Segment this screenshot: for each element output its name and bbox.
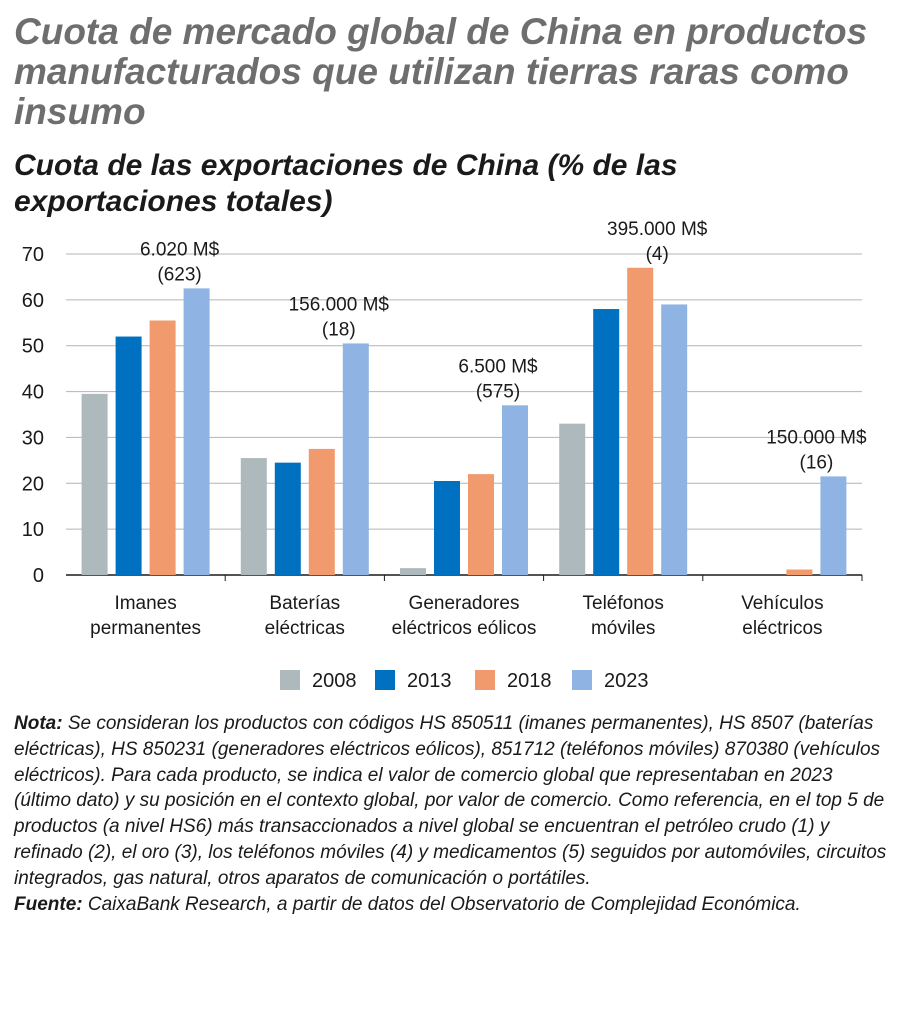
annotation-value: 6.500 M$ [458, 356, 538, 377]
source-text: CaixaBank Research, a partir de datos de… [87, 893, 801, 915]
bar-2008 [240, 458, 267, 575]
y-tick-label: 70 [22, 244, 44, 266]
x-category-label: permanentes [90, 618, 201, 639]
annotation-rank: (575) [476, 381, 520, 402]
y-tick-label: 40 [22, 382, 44, 404]
chart-title: Cuota de mercado global de China en prod… [14, 11, 868, 132]
x-category-label: Baterías [269, 593, 340, 614]
y-tick-label: 30 [22, 427, 44, 449]
legend-label-2023: 2023 [604, 670, 649, 692]
bar-2018 [308, 448, 335, 575]
annotation-rank: (4) [646, 244, 669, 265]
note-text: Se consideran los productos con códigos … [14, 713, 887, 889]
bar-2008 [81, 393, 108, 575]
bar-2013 [434, 480, 460, 575]
source-paragraph: Fuente: CaixaBank Research, a partir de … [14, 892, 890, 918]
y-tick-label: 20 [22, 473, 44, 495]
x-category-label: Imanes [114, 593, 176, 614]
chart-subtitle: Cuota de las exportaciones de China (% d… [14, 149, 678, 218]
y-tick-label: 60 [22, 290, 44, 312]
legend-label-2018: 2018 [507, 670, 552, 692]
legend-label-2008: 2008 [312, 670, 357, 692]
y-tick-label: 0 [33, 565, 44, 587]
bar-2013 [593, 309, 620, 575]
notes-block: Nota: Se consideran los productos con có… [14, 711, 890, 917]
bar-2023 [820, 476, 847, 575]
bar-2023 [342, 343, 369, 575]
legend-swatch-2008 [280, 670, 300, 690]
annotation-value: 150.000 M$ [766, 427, 867, 448]
annotation-rank: (16) [800, 452, 834, 473]
annotation-value: 395.000 M$ [607, 219, 708, 240]
bar-2023 [661, 304, 688, 575]
bar-2013 [274, 462, 301, 575]
annotation-rank: (623) [157, 264, 201, 285]
x-category-label: Teléfonos [583, 593, 664, 614]
x-category-label: Generadores [409, 593, 520, 614]
y-axis: 0 10 20 30 40 50 60 70 [22, 244, 862, 587]
annotation-value: 6.020 M$ [140, 239, 220, 260]
legend-swatch-2013 [375, 670, 395, 690]
legend-swatch-2018 [475, 670, 495, 690]
legend: 2008 2013 2018 2023 [280, 670, 649, 692]
bar-2008 [559, 423, 586, 575]
x-category-label: eléctricos [742, 618, 822, 639]
x-axis: Imanes permanentes Baterías eléctricas Gener… [90, 575, 863, 639]
bar-2018 [627, 267, 654, 575]
bar-2018 [149, 320, 176, 575]
y-tick-label: 50 [22, 336, 44, 358]
x-category-label: eléctricas [265, 618, 345, 639]
legend-swatch-2023 [572, 670, 592, 690]
bar-2023 [502, 405, 528, 575]
annotations: (623) 6.020 M$ (18) 156.000 M$ (575) 6.500 M$… [140, 219, 867, 474]
bar-2008 [400, 568, 426, 575]
x-category-label: Vehículos [741, 593, 823, 614]
bar-2013 [115, 336, 142, 575]
bars [81, 267, 847, 575]
x-category-label: eléctricos eólicos [392, 618, 537, 639]
note-paragraph: Nota: Se consideran los productos con có… [14, 711, 890, 892]
y-tick-label: 10 [22, 519, 44, 541]
annotation-rank: (18) [322, 319, 356, 340]
source-label: Fuente: [14, 893, 83, 915]
bar-2023 [183, 288, 210, 575]
annotation-value: 156.000 M$ [289, 294, 390, 315]
note-label: Nota: [14, 713, 63, 734]
legend-label-2013: 2013 [407, 670, 452, 692]
x-category-label: móviles [591, 618, 655, 639]
bar-2018 [786, 569, 813, 575]
bar-chart: 0 10 20 30 40 50 60 70 (623) 6.020 M$ (18) 156.000… [22, 219, 867, 692]
bar-2018 [468, 474, 494, 575]
